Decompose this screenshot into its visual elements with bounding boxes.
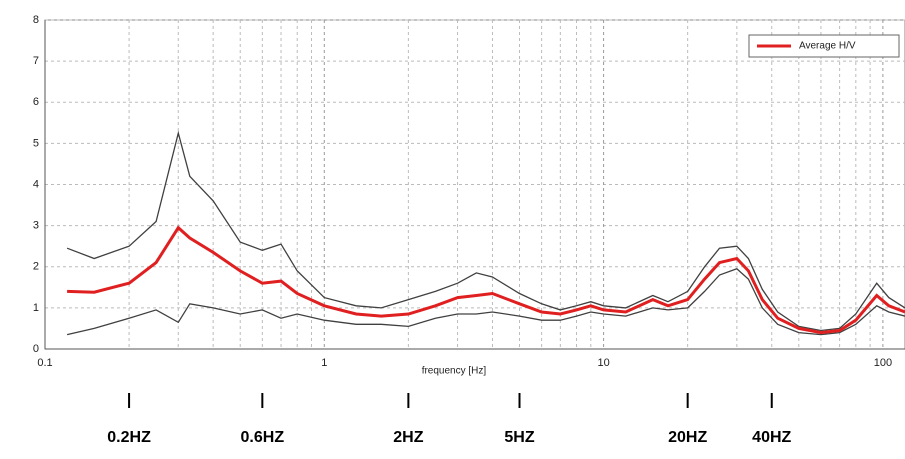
y-tick-label: 3 [33, 220, 39, 232]
line-series [66, 268, 905, 336]
y-tick-label: 8 [33, 14, 39, 26]
annotation-label: 20HZ [668, 429, 707, 446]
annotation-label: 40HZ [752, 429, 791, 446]
line-series [66, 130, 905, 332]
y-tick-label: 5 [33, 137, 39, 149]
legend-label: Average H/V [799, 41, 856, 52]
annotation-label: 0.6HZ [241, 429, 285, 446]
x-tick-label: 100 [874, 357, 892, 369]
y-tick-label: 4 [33, 178, 39, 190]
y-tick-label: 2 [33, 261, 39, 273]
x-axis-label: frequency [Hz] [422, 366, 487, 377]
legend-box [748, 34, 900, 58]
line-series [67, 225, 905, 335]
x-tick-label: 10 [597, 357, 609, 369]
y-tick-label: 7 [33, 55, 39, 67]
annotation-label: 5HZ [504, 429, 534, 446]
annotation-label: 0.2HZ [107, 429, 151, 446]
x-tick-label: 0.1 [37, 357, 52, 369]
annotation-label: 2HZ [393, 429, 423, 446]
y-tick-label: 6 [33, 96, 39, 108]
y-tick-label: 1 [33, 302, 39, 314]
y-tick-label: 0 [33, 343, 39, 355]
x-tick-label: 1 [321, 357, 327, 369]
